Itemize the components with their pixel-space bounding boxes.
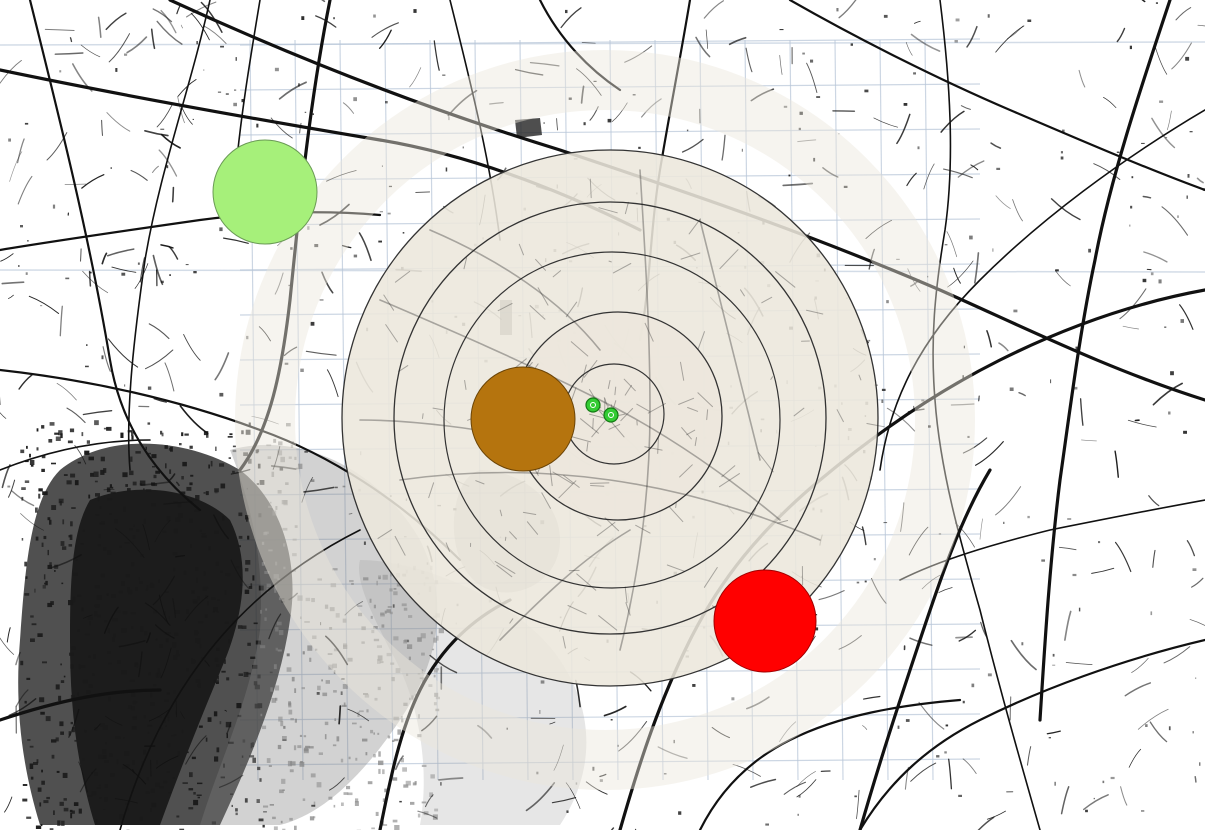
zone-ring-3-inner xyxy=(443,251,781,589)
small-green-marker[interactable] xyxy=(603,407,619,423)
zone-ring-outer-halo xyxy=(235,50,975,790)
small-green-marker[interactable] xyxy=(585,397,601,413)
brown-marker[interactable] xyxy=(470,366,576,472)
markers xyxy=(212,139,817,673)
red-marker[interactable] xyxy=(713,569,817,673)
green-marker[interactable] xyxy=(212,139,318,245)
urban-area-dense xyxy=(18,443,293,825)
zone-ring-3 xyxy=(393,201,827,635)
